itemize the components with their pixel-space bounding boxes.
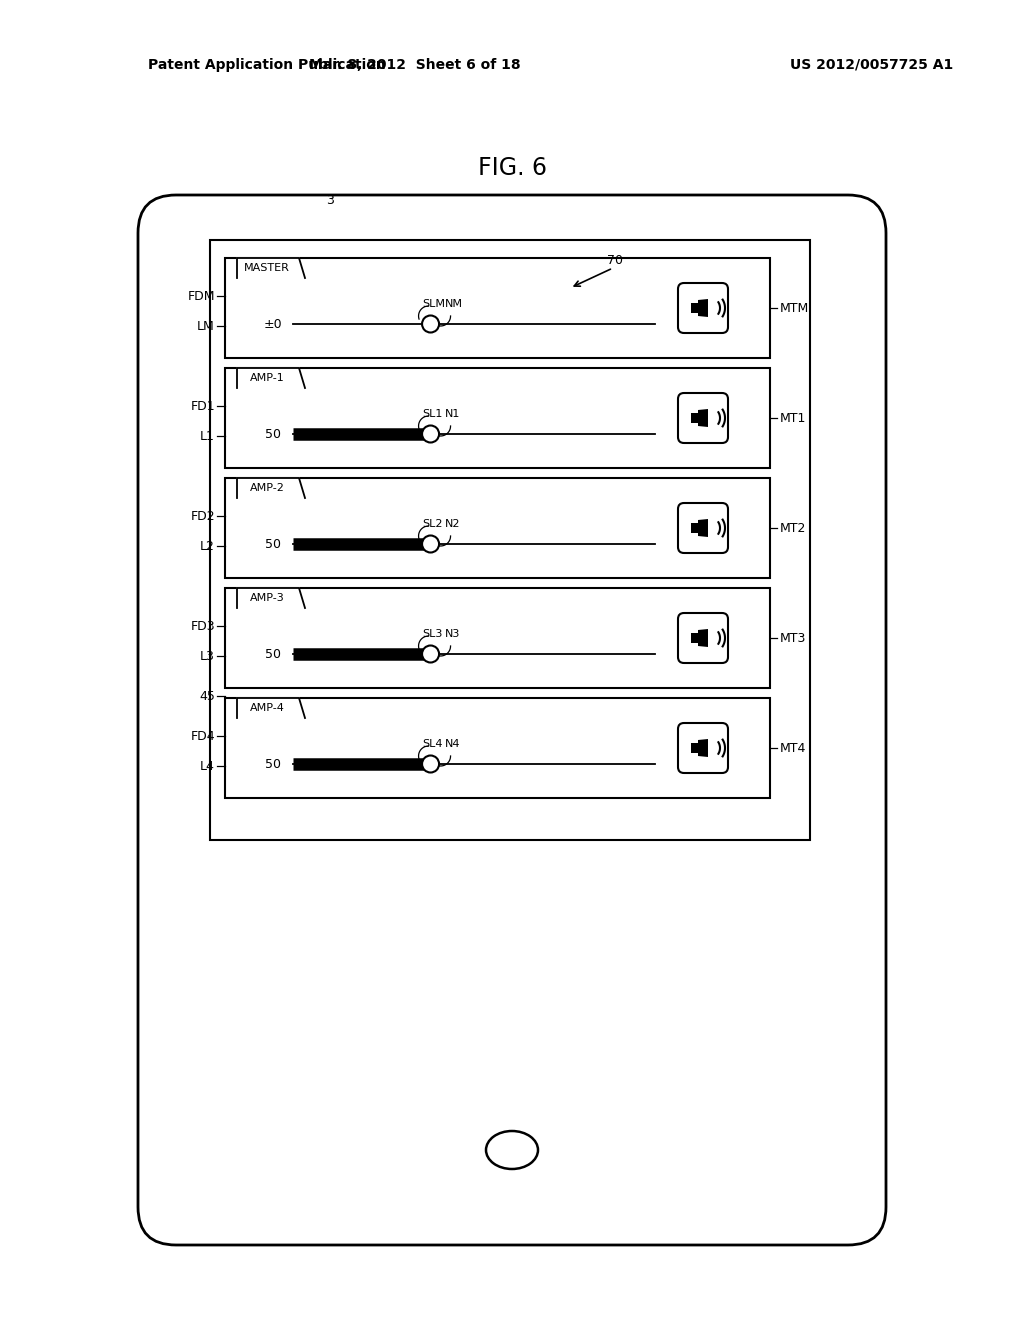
Text: FD4: FD4 — [190, 730, 215, 742]
Text: 50: 50 — [265, 428, 281, 441]
Polygon shape — [698, 409, 708, 426]
Text: FD1: FD1 — [190, 400, 215, 412]
Text: NM: NM — [444, 300, 463, 309]
Polygon shape — [698, 300, 708, 317]
Text: N2: N2 — [444, 519, 460, 529]
Polygon shape — [691, 413, 698, 422]
Text: 50: 50 — [265, 648, 281, 660]
Circle shape — [422, 425, 439, 442]
Polygon shape — [237, 698, 305, 718]
Text: SL3: SL3 — [423, 630, 443, 639]
Bar — [225, 478, 770, 578]
Text: MTM: MTM — [780, 301, 809, 314]
Text: L1: L1 — [200, 429, 215, 442]
Text: N4: N4 — [444, 739, 460, 748]
Polygon shape — [691, 523, 698, 533]
Text: MT2: MT2 — [780, 521, 806, 535]
Polygon shape — [237, 257, 305, 279]
Polygon shape — [691, 304, 698, 313]
Text: MT3: MT3 — [780, 631, 806, 644]
Bar — [225, 257, 770, 358]
Text: AMP-3: AMP-3 — [250, 593, 285, 603]
Text: SL1: SL1 — [423, 409, 443, 418]
Text: LM: LM — [198, 319, 215, 333]
FancyBboxPatch shape — [678, 612, 728, 663]
Text: SLM: SLM — [423, 300, 445, 309]
Text: N1: N1 — [444, 409, 460, 418]
Text: MT1: MT1 — [780, 412, 806, 425]
Text: SL4: SL4 — [423, 739, 443, 748]
Text: AMP-1: AMP-1 — [250, 374, 285, 383]
Polygon shape — [691, 743, 698, 752]
Circle shape — [422, 315, 439, 333]
Polygon shape — [698, 519, 708, 537]
Text: MASTER: MASTER — [244, 263, 290, 273]
FancyBboxPatch shape — [678, 723, 728, 774]
Bar — [210, 240, 810, 840]
Text: Mar. 8, 2012  Sheet 6 of 18: Mar. 8, 2012 Sheet 6 of 18 — [309, 58, 521, 73]
Text: FD3: FD3 — [190, 619, 215, 632]
FancyBboxPatch shape — [138, 195, 886, 1245]
Text: AMP-4: AMP-4 — [250, 704, 285, 713]
Text: Patent Application Publication: Patent Application Publication — [148, 58, 386, 73]
Polygon shape — [698, 630, 708, 647]
Text: 50: 50 — [265, 537, 281, 550]
Bar — [225, 587, 770, 688]
Polygon shape — [237, 368, 305, 388]
Text: ±0: ±0 — [264, 318, 283, 330]
Ellipse shape — [486, 1131, 538, 1170]
Bar — [225, 368, 770, 469]
FancyBboxPatch shape — [678, 393, 728, 444]
Polygon shape — [237, 587, 305, 609]
FancyBboxPatch shape — [678, 282, 728, 333]
Polygon shape — [237, 478, 305, 498]
Circle shape — [422, 645, 439, 663]
Text: MT4: MT4 — [780, 742, 806, 755]
Text: 45: 45 — [199, 689, 215, 702]
Text: L3: L3 — [200, 649, 215, 663]
Polygon shape — [698, 739, 708, 756]
Text: N3: N3 — [444, 630, 460, 639]
Text: 70: 70 — [607, 253, 623, 267]
Circle shape — [422, 536, 439, 553]
Text: 3: 3 — [326, 194, 334, 206]
FancyBboxPatch shape — [678, 503, 728, 553]
Text: SL2: SL2 — [423, 519, 443, 529]
Text: FIG. 6: FIG. 6 — [477, 156, 547, 180]
Text: L2: L2 — [200, 540, 215, 553]
Text: FDM: FDM — [187, 289, 215, 302]
Text: US 2012/0057725 A1: US 2012/0057725 A1 — [790, 58, 953, 73]
Text: 50: 50 — [265, 758, 281, 771]
Text: FD2: FD2 — [190, 510, 215, 523]
Bar — [225, 698, 770, 799]
Polygon shape — [691, 634, 698, 643]
Text: L4: L4 — [200, 759, 215, 772]
Circle shape — [422, 755, 439, 772]
Text: AMP-2: AMP-2 — [250, 483, 285, 492]
